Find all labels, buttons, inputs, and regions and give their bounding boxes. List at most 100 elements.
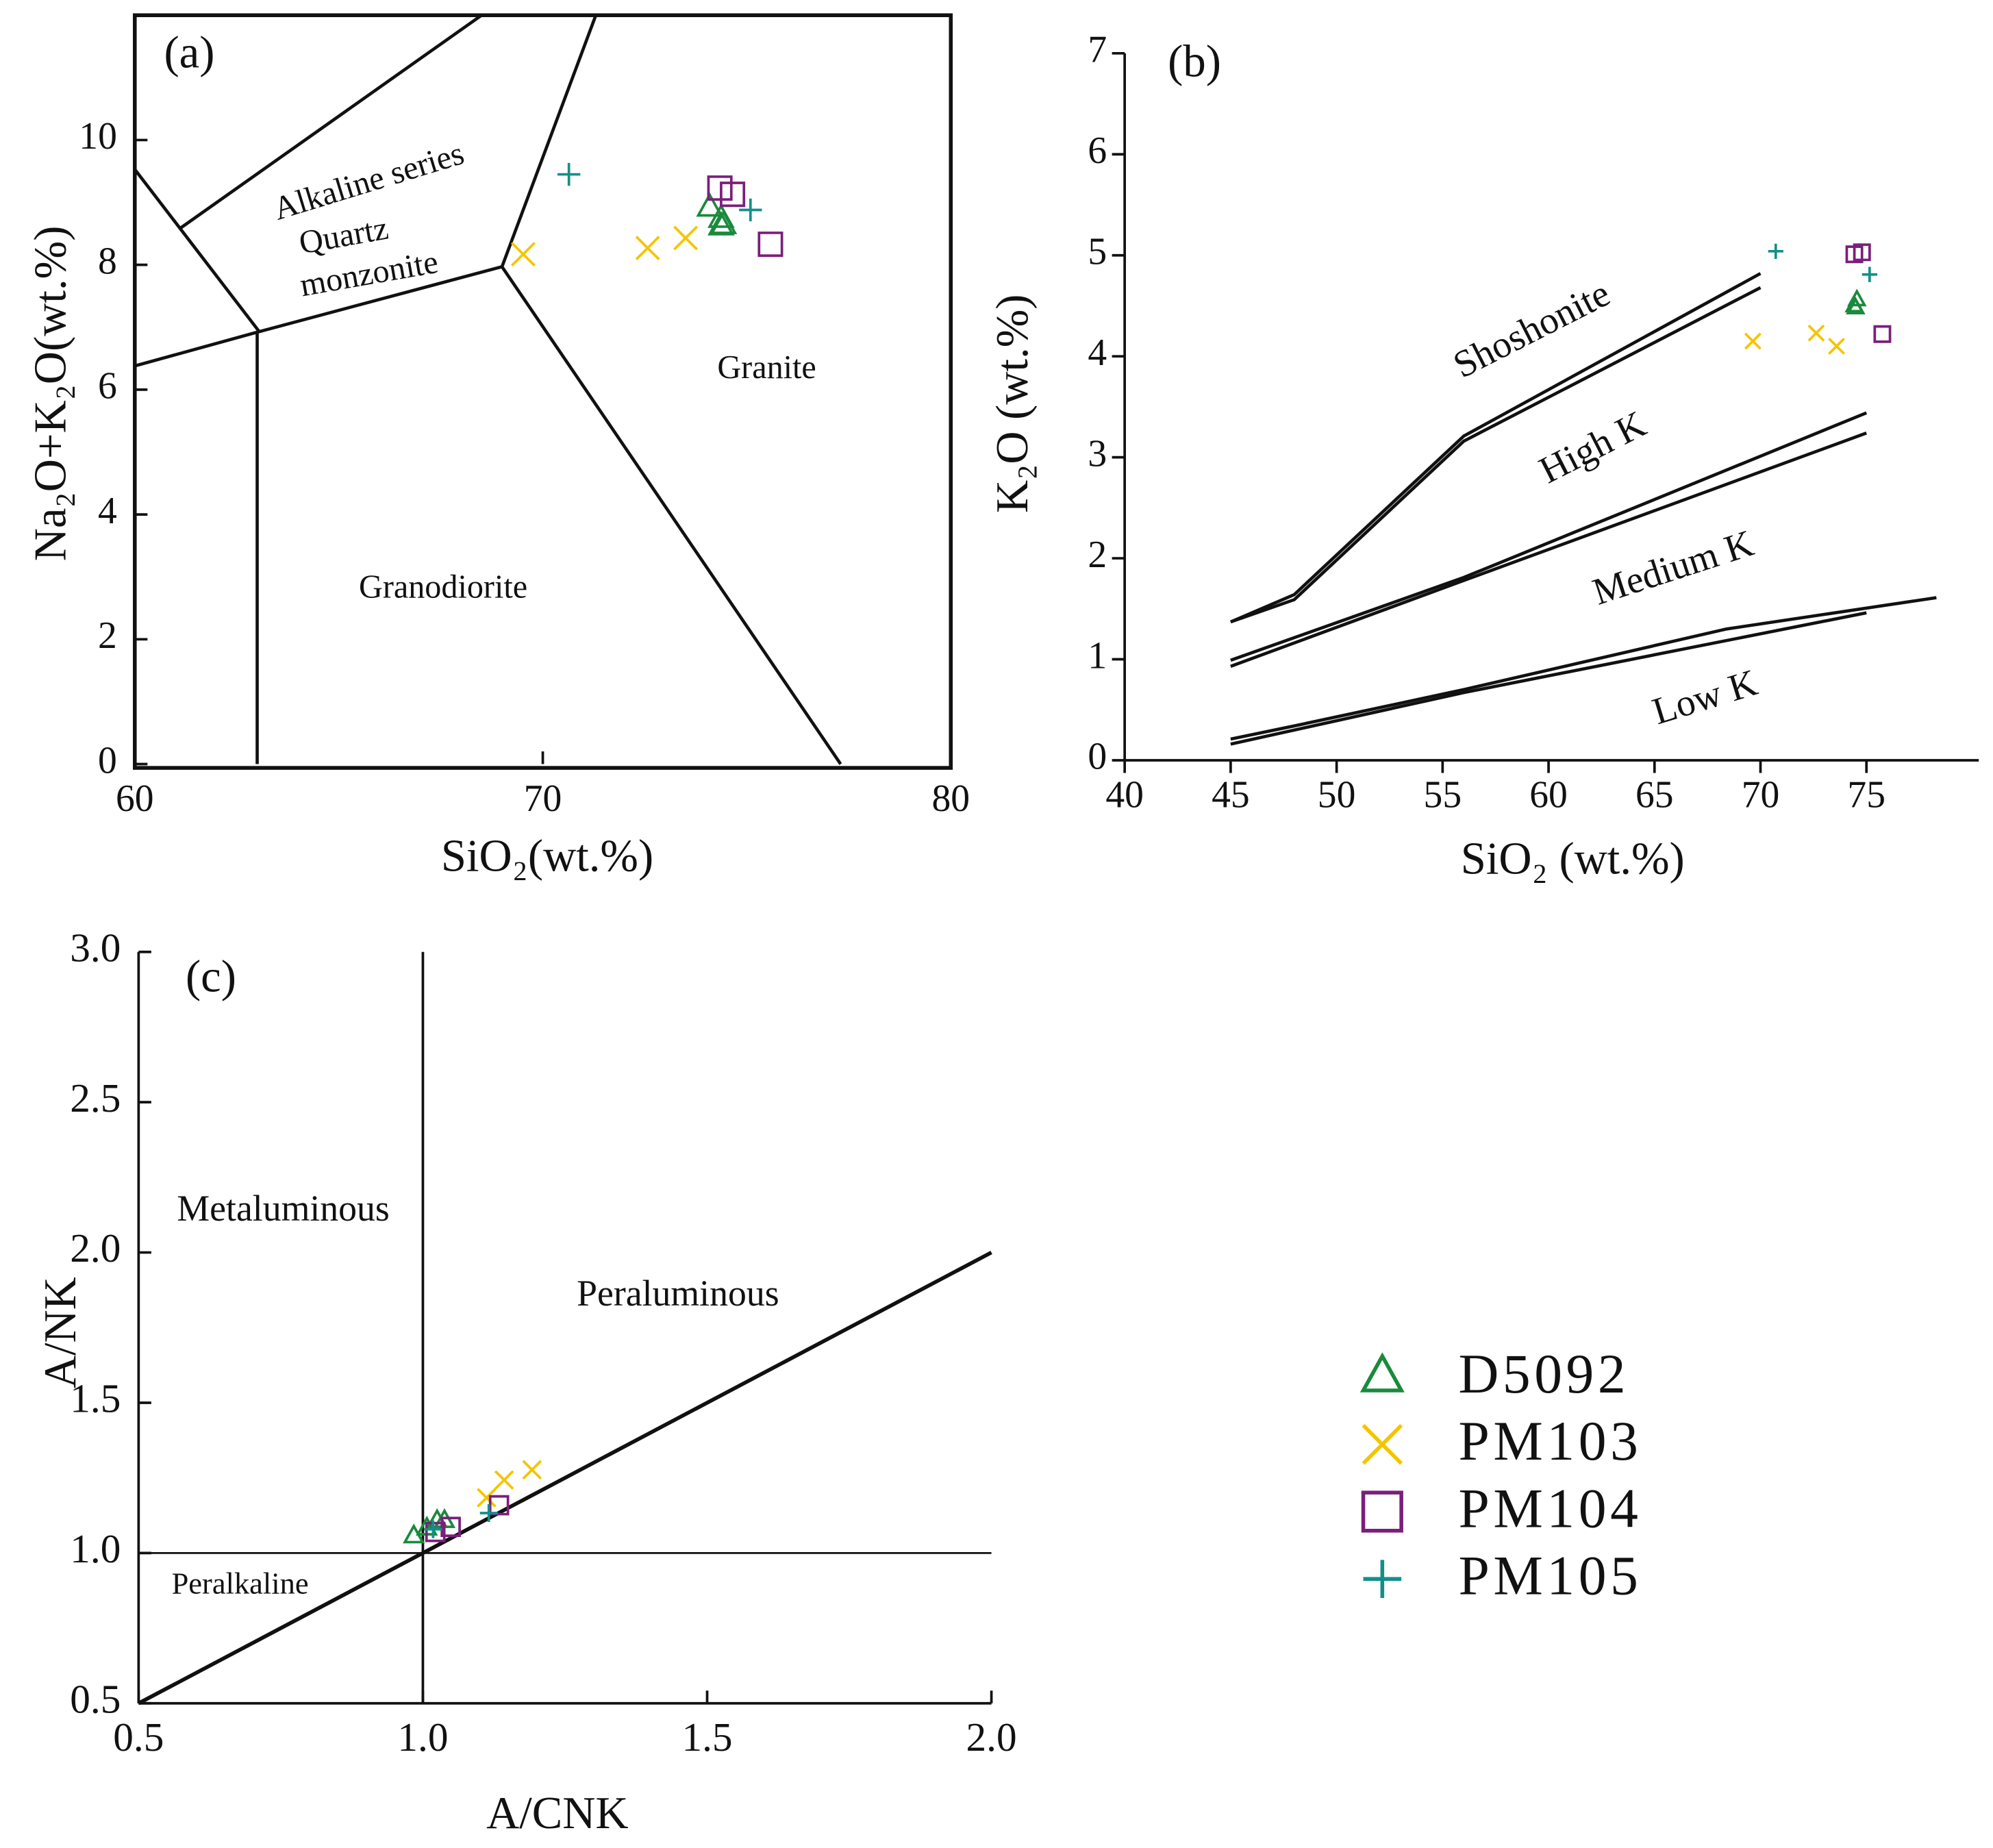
- y-tick-label: 0.5: [70, 1676, 121, 1721]
- plot-frame: [133, 13, 953, 770]
- y-axis-title: A/NK: [36, 1277, 86, 1388]
- x-axis-title: A/CNK: [486, 1788, 629, 1838]
- region-label: Shoshonite: [1446, 272, 1616, 386]
- x-tick-label: 60: [1529, 773, 1568, 816]
- panel-title: (c): [186, 952, 236, 1002]
- y-axis-title: K₂O (wt.%): [988, 294, 1038, 513]
- boundary-line: [1230, 432, 1868, 669]
- region-label: Peraluminous: [577, 1273, 779, 1314]
- legend-label: PM103: [1459, 1410, 1642, 1472]
- y-tick-label: 3.0: [70, 925, 121, 970]
- x-axis-title: SiO₂ (wt.%): [1461, 834, 1685, 884]
- region-label: Low K: [1648, 661, 1762, 733]
- x-tick-label: 0.5: [113, 1714, 164, 1760]
- data-point: [1846, 297, 1866, 315]
- x-tick-label: 55: [1424, 773, 1462, 816]
- data-point: [1873, 325, 1892, 343]
- data-point: [707, 211, 735, 236]
- data-point: [1768, 243, 1783, 259]
- y-tick-label: 10: [79, 115, 117, 158]
- region-label: Metaluminous: [177, 1188, 389, 1229]
- y-tick-label: 3: [1088, 432, 1107, 475]
- boundary-line: [1229, 272, 1762, 624]
- data-point: [424, 1520, 442, 1538]
- x-tick-label: 60: [116, 777, 154, 820]
- data-point: [739, 198, 762, 222]
- data-point: [477, 1488, 497, 1508]
- y-tick-label: 7: [1088, 29, 1107, 71]
- y-tick-label: 4: [1088, 332, 1107, 374]
- legend-label: D5092: [1459, 1343, 1630, 1405]
- data-point: [488, 1495, 510, 1516]
- y-tick-label: 1: [1088, 634, 1107, 677]
- legend-label: PM104: [1459, 1477, 1642, 1539]
- boundary-line: [134, 265, 503, 368]
- region-label: Granite: [717, 349, 816, 386]
- y-tick-label: 2.0: [70, 1225, 121, 1271]
- data-point: [673, 225, 699, 251]
- y-tick-label: 2: [98, 614, 117, 657]
- x-tick-label: 45: [1212, 773, 1250, 816]
- y-tick-label: 1.0: [70, 1526, 121, 1571]
- x-tick-label: 1.5: [681, 1714, 732, 1760]
- y-tick-label: 2: [1088, 534, 1107, 576]
- boundary-line: [133, 168, 261, 333]
- x-tick-label: 1.0: [397, 1714, 448, 1760]
- legend-marker: [1359, 1352, 1405, 1393]
- legend-marker: [1361, 1490, 1403, 1533]
- data-point: [1853, 243, 1871, 262]
- y-tick-label: 6: [98, 365, 117, 408]
- y-tick-label: 5: [1088, 230, 1107, 273]
- data-point: [1828, 337, 1846, 355]
- y-tick-label: 8: [98, 240, 117, 282]
- data-point: [1744, 332, 1762, 350]
- data-point: [494, 1470, 514, 1490]
- region-label: High K: [1533, 403, 1653, 492]
- data-point: [635, 236, 660, 261]
- data-point: [707, 175, 733, 201]
- panel-title: (b): [1168, 37, 1221, 87]
- y-axis-title: Na₂O+K₂O(wt.%): [25, 226, 75, 562]
- y-tick-label: 6: [1088, 129, 1107, 172]
- boundary-line: [1230, 286, 1762, 624]
- y-tick-label: 2.5: [70, 1075, 121, 1121]
- panel-title: (a): [164, 28, 214, 78]
- data-point: [522, 1460, 542, 1480]
- region-label: Granodiorite: [359, 569, 527, 605]
- y-tick-label: 0: [1088, 736, 1107, 778]
- boundary-line: [1230, 411, 1868, 662]
- boundary-line: [500, 14, 598, 268]
- region-label: Peralkaline: [172, 1566, 309, 1600]
- y-tick-label: 4: [98, 490, 117, 532]
- boundary-line: [1230, 596, 1937, 741]
- data-point: [720, 182, 746, 208]
- x-tick-label: 70: [1742, 773, 1780, 816]
- data-point: [425, 1521, 446, 1543]
- x-tick-label: 40: [1105, 773, 1144, 816]
- x-axis-title: SiO₂(wt.%): [441, 832, 653, 882]
- data-point: [510, 242, 536, 267]
- region-label: Medium K: [1588, 522, 1759, 614]
- data-point: [1862, 266, 1877, 282]
- y-tick-label: 1.5: [70, 1376, 121, 1421]
- x-tick-label: 50: [1318, 773, 1356, 816]
- data-point: [696, 192, 724, 217]
- legend-marker: [1362, 1423, 1403, 1465]
- boundary-line: [1230, 611, 1867, 746]
- x-tick-label: 70: [524, 777, 562, 820]
- x-tick-label: 75: [1847, 773, 1885, 816]
- boundary-line: [178, 14, 483, 230]
- data-point: [479, 1504, 498, 1522]
- legend-label: PM105: [1459, 1545, 1642, 1607]
- data-point: [1847, 288, 1867, 307]
- x-tick-label: 2.0: [966, 1714, 1017, 1760]
- legend-marker: [1363, 1560, 1402, 1598]
- data-point: [757, 232, 784, 258]
- x-tick-label: 65: [1635, 773, 1674, 816]
- boundary-line: [138, 1251, 992, 1706]
- boundary-line: [501, 266, 842, 765]
- x-tick-label: 80: [932, 777, 970, 820]
- data-point: [557, 162, 581, 186]
- y-tick-label: 0: [98, 739, 117, 782]
